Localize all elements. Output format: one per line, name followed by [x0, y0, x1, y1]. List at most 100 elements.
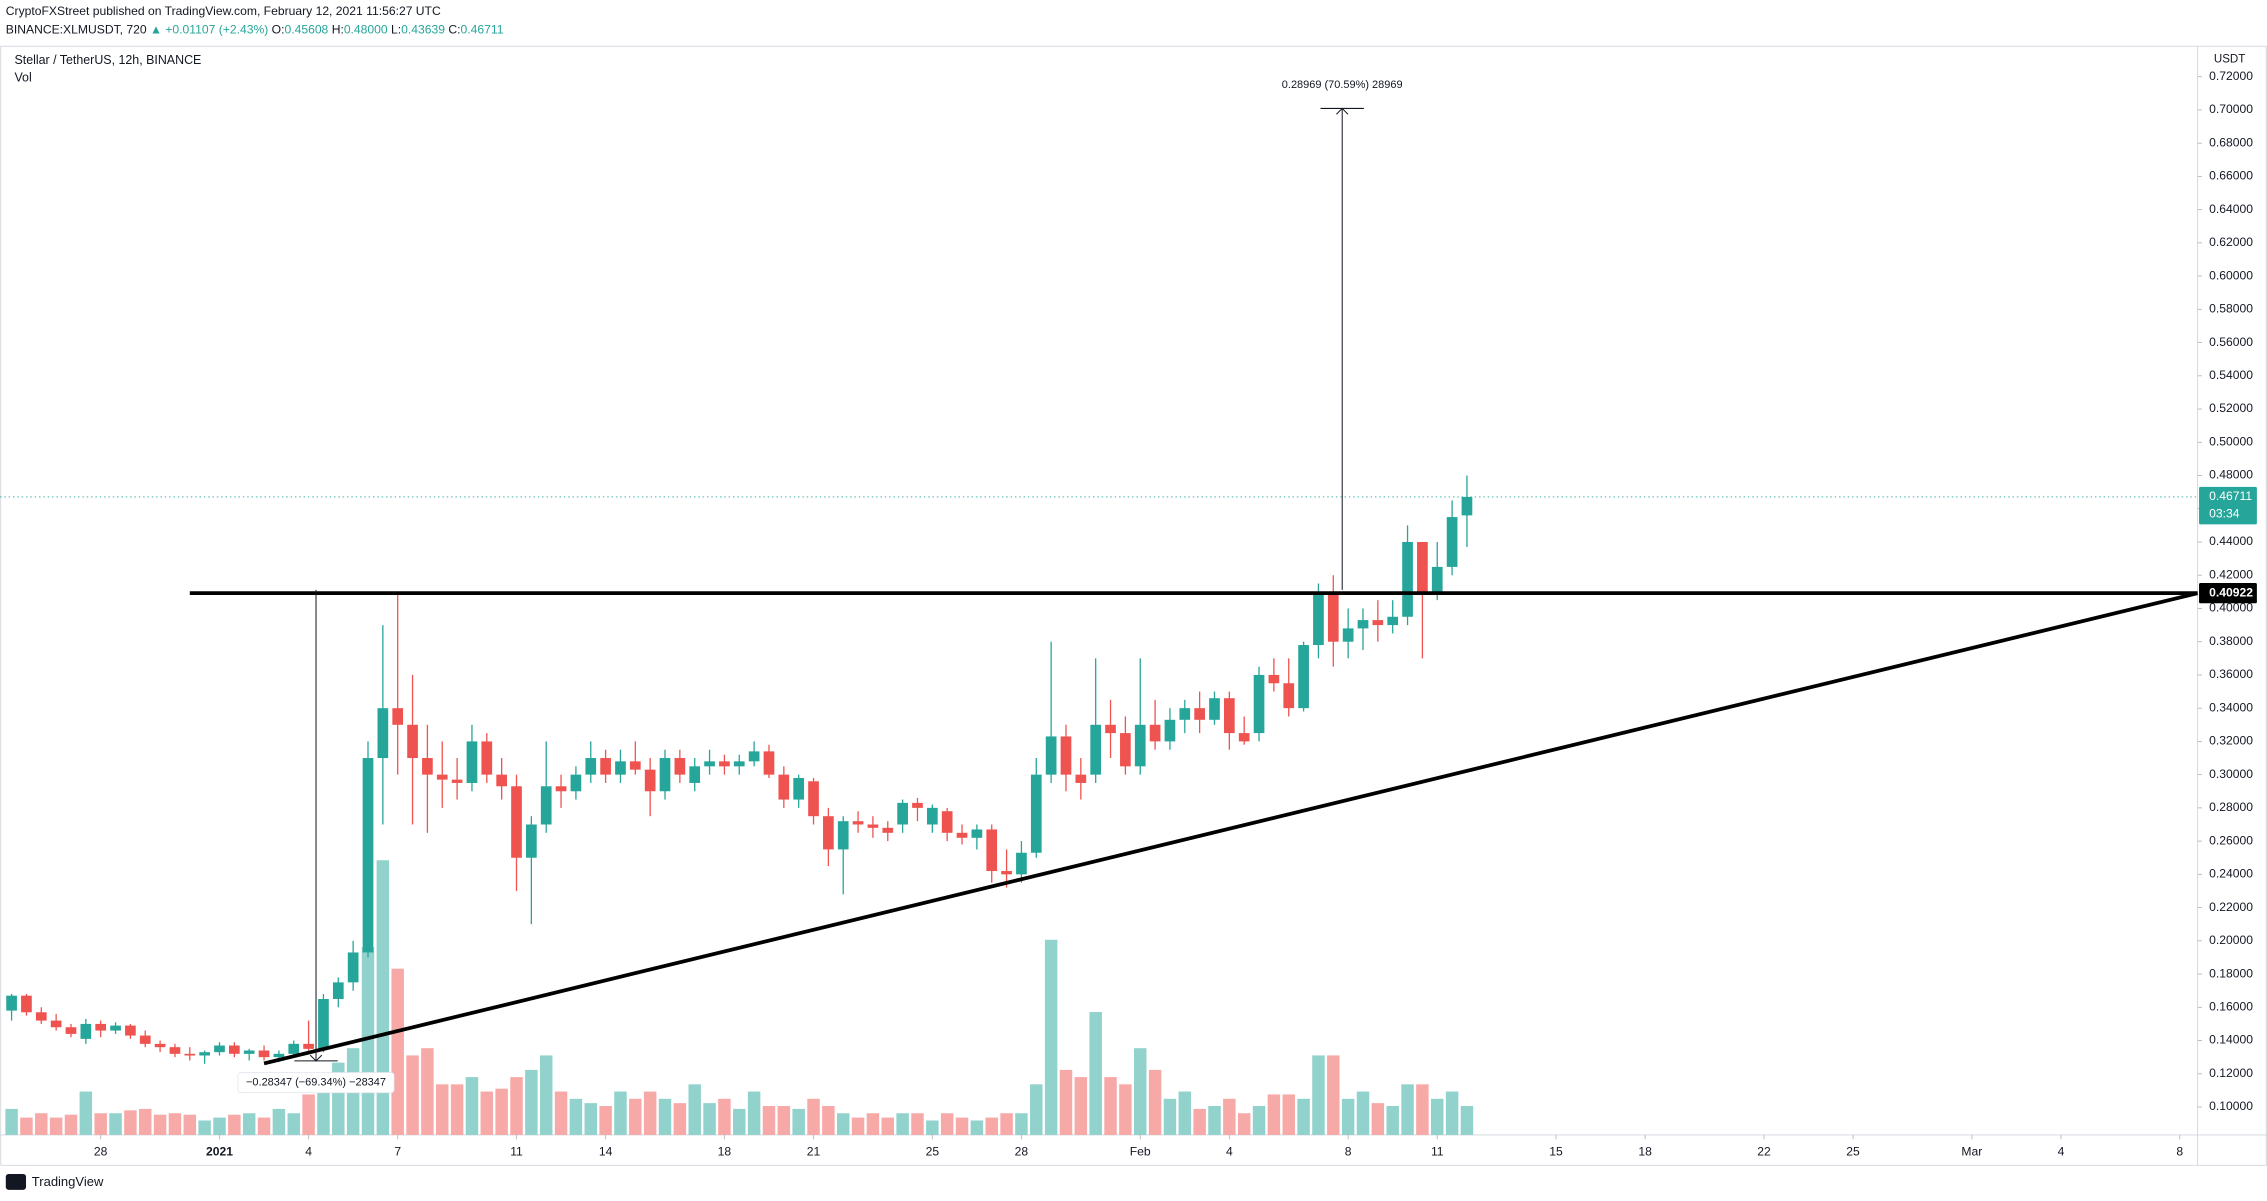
candle-body [1283, 683, 1295, 709]
volume-bar [792, 1108, 805, 1135]
y-tick-label: 0.12000 [2209, 1066, 2253, 1080]
candle-body [897, 802, 908, 825]
resistance-badge [2199, 583, 2257, 604]
volume-bar [673, 1103, 687, 1135]
candle-body [956, 832, 968, 838]
volume-bar [525, 1069, 538, 1135]
volume-bar [510, 1077, 523, 1135]
y-tick-label: 0.68000 [2209, 135, 2253, 149]
volume-bar [1312, 1055, 1325, 1135]
candle-body [748, 751, 760, 762]
volume-bar [1044, 939, 1058, 1135]
candle-body [1075, 774, 1087, 783]
volume-bar [1445, 1091, 1459, 1135]
volume-bar [1282, 1094, 1295, 1135]
frame [0, 45, 2267, 1166]
candle-body [570, 774, 582, 792]
x-tick-label: 18 [1638, 1144, 1652, 1158]
volume-bar [1431, 1098, 1444, 1135]
volume-bar [287, 1113, 300, 1135]
last-price-label: 0.46711 [2209, 489, 2252, 503]
volume-bar [1000, 1113, 1013, 1135]
candle-body [763, 751, 775, 775]
x-tick-label: 18 [718, 1144, 732, 1158]
volume-bar [49, 1117, 63, 1135]
candle-body [733, 761, 745, 767]
volume-bar [1237, 1113, 1251, 1135]
volume-bar [5, 1108, 18, 1135]
volume-bar [1208, 1106, 1221, 1135]
candle-body [50, 1020, 62, 1028]
candle-body [377, 708, 389, 759]
x-tick-label: 22 [1757, 1144, 1771, 1158]
x-tick-label: 25 [926, 1144, 940, 1158]
candle-body [243, 1050, 255, 1054]
volume-bar [851, 1117, 865, 1135]
volume-bar [1119, 1084, 1132, 1135]
candle-body [1194, 708, 1205, 720]
y-tick-label: 0.48000 [2209, 468, 2253, 482]
candle-body [228, 1045, 240, 1054]
volume-bar [896, 1113, 909, 1135]
volume-bar [985, 1117, 998, 1135]
candle-body [1164, 719, 1176, 742]
candle-body [1298, 645, 1309, 709]
candle-body [1372, 620, 1384, 626]
volume-bar [688, 1084, 701, 1135]
volume-bar [272, 1108, 286, 1135]
y-tick-label: 0.44000 [2209, 534, 2253, 548]
candle-body [511, 786, 522, 858]
volume-bar [569, 1098, 583, 1135]
volume-bar [629, 1098, 642, 1135]
candle-body [659, 758, 671, 792]
x-tick-label: 28 [94, 1144, 108, 1158]
y-tick-label: 0.26000 [2209, 833, 2253, 847]
volume-bar [822, 1106, 835, 1135]
candle-body [1060, 736, 1072, 775]
candle-body [496, 774, 508, 787]
candle-body [1209, 698, 1220, 720]
volume-bar [376, 860, 390, 1135]
volume-bar [836, 1113, 850, 1135]
x-tick-label: 15 [1549, 1144, 1563, 1158]
x-tick-label: 4 [305, 1144, 312, 1158]
volume-bar [64, 1114, 78, 1135]
volume-bar [1252, 1106, 1266, 1135]
x-tick-label: 25 [1846, 1144, 1860, 1158]
candle-body [644, 769, 656, 792]
candle-body [303, 1043, 314, 1049]
candle-body [80, 1023, 92, 1039]
volume-bar [406, 1055, 419, 1135]
x-tick-label: 11 [1431, 1144, 1444, 1158]
volume-bar [1074, 1077, 1088, 1135]
x-tick-label: 2021 [206, 1144, 233, 1158]
y-tick-label: 0.34000 [2209, 700, 2253, 714]
candle-body [912, 802, 923, 808]
volume-bar [554, 1091, 568, 1135]
candle-body [110, 1025, 121, 1031]
candle-body [971, 829, 983, 838]
candle-body [1016, 852, 1027, 875]
y-tick-label: 0.10000 [2209, 1099, 2253, 1113]
volume-bar [139, 1108, 152, 1135]
volume-bar [228, 1114, 241, 1135]
measure-label-bg [237, 1072, 395, 1094]
candle-body [1045, 736, 1057, 775]
candle-body [808, 781, 819, 817]
y-tick-label: 0.28000 [2209, 800, 2253, 814]
candle-body [318, 998, 329, 1049]
y-tick-label: 0.38000 [2209, 634, 2253, 648]
candle-body [1105, 724, 1116, 734]
volume-bar [465, 1077, 479, 1135]
volume-bar [421, 1048, 434, 1135]
measure-label: −0.28347 (−69.34%) −28347 [246, 1077, 386, 1089]
candle-body [1001, 871, 1012, 875]
candle-body [778, 774, 790, 800]
x-tick-label: 4 [2058, 1144, 2065, 1158]
symbol: BINANCE:XLMUSDT, 720 [6, 23, 147, 37]
volume-bar [658, 1098, 672, 1135]
candle-body [689, 766, 701, 783]
candle-body [184, 1053, 196, 1056]
volume-bar [1341, 1098, 1355, 1135]
